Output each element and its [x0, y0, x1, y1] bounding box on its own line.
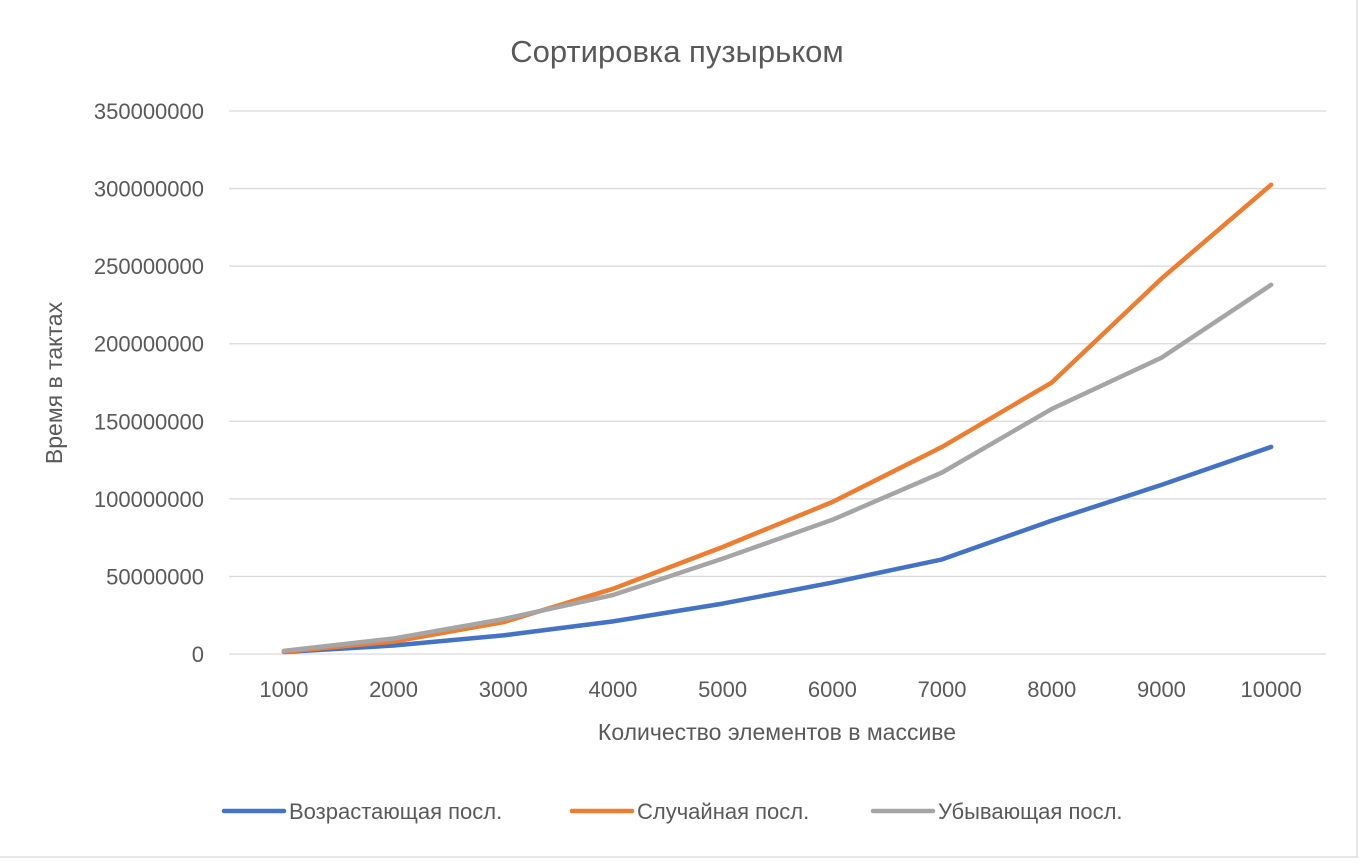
- x-tick-label: 4000: [588, 677, 637, 702]
- series-line-1: [281, 444, 1274, 655]
- legend-label-3: Убывающая посл.: [938, 799, 1123, 824]
- series-lines: [281, 182, 1274, 655]
- y-axis-title: Время в тактах: [41, 301, 67, 464]
- legend-label-1: Возрастающая посл.: [289, 799, 502, 824]
- y-tick-label: 50000000: [106, 564, 204, 589]
- y-tick-label: 350000000: [94, 99, 204, 124]
- x-tick-label: 1000: [259, 677, 308, 702]
- y-axis-tick-labels: 0 50000000 100000000 150000000 200000000 2500…: [94, 99, 204, 667]
- y-tick-label: 100000000: [94, 487, 204, 512]
- y-tick-label: 150000000: [94, 409, 204, 434]
- series-line-3: [281, 282, 1274, 654]
- x-axis-title: Количество элементов в массиве: [598, 719, 956, 745]
- y-tick-label: 300000000: [94, 177, 204, 202]
- series-line-2: [281, 182, 1274, 654]
- y-tick-label: 200000000: [94, 332, 204, 357]
- x-tick-label: 7000: [918, 677, 967, 702]
- legend: Возрастающая посл. Случайная посл. Убывающ…: [221, 799, 1123, 824]
- x-tick-label: 8000: [1027, 677, 1076, 702]
- gridlines: [229, 110, 1326, 655]
- chart-title: Сортировка пузырьком: [510, 34, 843, 69]
- x-tick-label: 5000: [698, 677, 747, 702]
- x-axis-tick-labels: 1000 2000 3000 4000 5000 6000 7000 8000 9000 1000…: [259, 677, 1301, 702]
- x-tick-label: 3000: [479, 677, 528, 702]
- legend-label-2: Случайная посл.: [637, 799, 809, 824]
- x-tick-label: 10000: [1241, 677, 1302, 702]
- y-tick-label: 0: [192, 642, 204, 667]
- x-tick-label: 2000: [369, 677, 418, 702]
- x-tick-label: 9000: [1137, 677, 1186, 702]
- x-tick-label: 6000: [808, 677, 857, 702]
- y-tick-label: 250000000: [94, 254, 204, 279]
